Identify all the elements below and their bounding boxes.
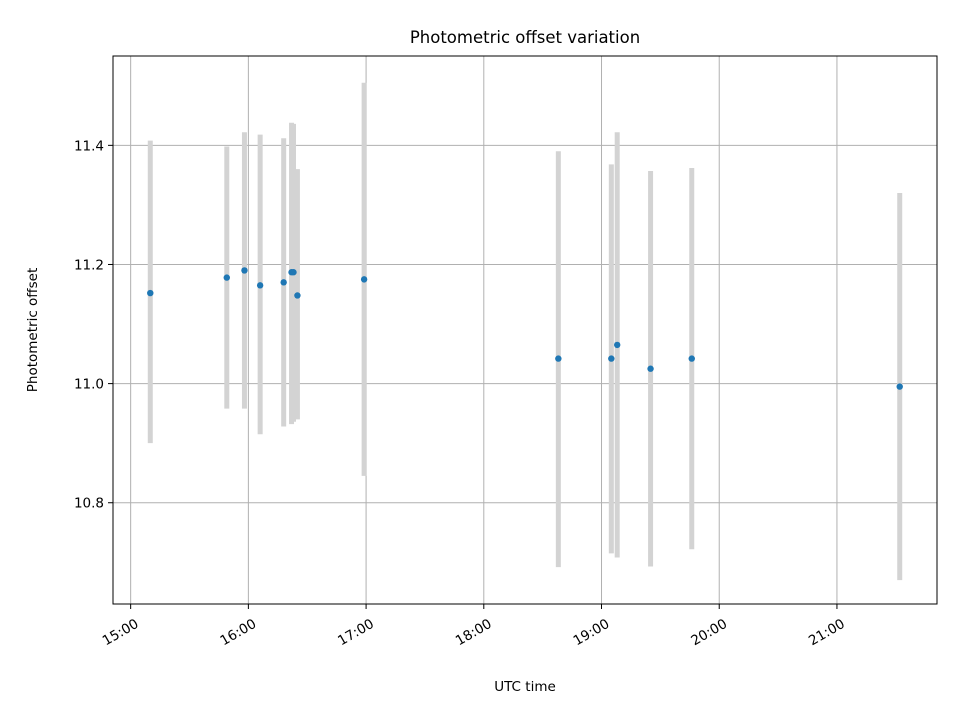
data-point	[688, 355, 695, 362]
data-point	[896, 383, 903, 390]
y-tick-label: 11.0	[74, 377, 104, 393]
data-point	[614, 341, 621, 349]
point-layer	[147, 267, 903, 390]
x-axis-label: UTC time	[494, 679, 556, 695]
data-point	[294, 292, 301, 299]
y-tick-label: 11.2	[74, 257, 104, 273]
data-point	[241, 267, 248, 274]
chart-title: Photometric offset variation	[410, 28, 640, 47]
data-point	[147, 289, 154, 297]
data-point	[608, 355, 615, 362]
y-tick-label: 10.8	[74, 496, 104, 512]
y-tick-label: 11.4	[74, 138, 104, 154]
data-point	[647, 365, 654, 372]
data-point	[256, 282, 264, 289]
data-point	[360, 276, 368, 283]
data-point	[223, 274, 230, 281]
data-point	[290, 269, 297, 276]
data-point	[280, 279, 287, 286]
y-axis-label: Photometric offset	[25, 268, 41, 392]
data-point	[555, 355, 562, 362]
axes-frame	[112, 55, 938, 605]
